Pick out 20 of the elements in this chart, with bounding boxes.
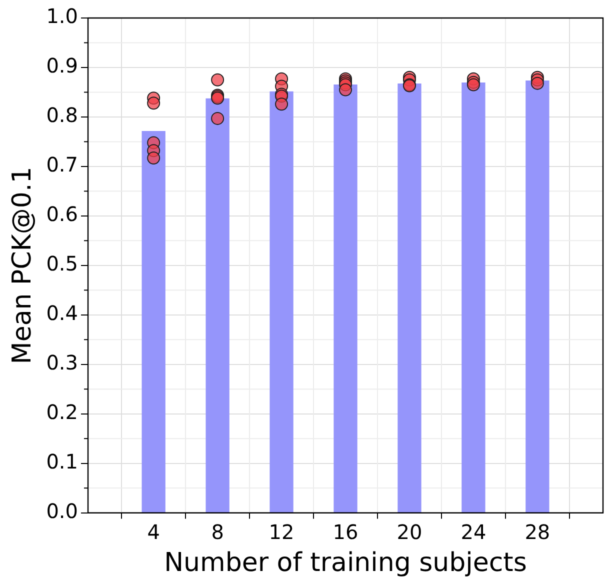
- x-tick-label: 24: [460, 520, 486, 544]
- y-tick-label: 0.6: [46, 202, 78, 226]
- x-tick-label: 16: [332, 520, 358, 544]
- y-axis-title: Mean PCK@0.1: [7, 166, 38, 364]
- x-tick-label: 20: [396, 520, 422, 544]
- x-tick-label: 8: [211, 520, 224, 544]
- y-tick-label: 0.0: [46, 499, 78, 524]
- y-tick-label: 0.2: [46, 400, 78, 424]
- y-tick-label: 0.9: [46, 54, 78, 78]
- y-tick-label: 1.0: [46, 4, 78, 28]
- x-tick-label: 4: [147, 520, 160, 544]
- y-tick-label: 0.1: [46, 450, 78, 474]
- y-tick-label: 0.4: [46, 301, 78, 326]
- y-tick-label: 0.7: [46, 152, 78, 177]
- x-tick-label: 28: [524, 520, 550, 544]
- x-tick-label: 12: [268, 520, 294, 544]
- y-tick-label: 0.8: [46, 103, 78, 128]
- y-tick-label: 0.3: [46, 350, 78, 375]
- x-axis-title: Number of training subjects: [164, 548, 527, 578]
- y-tick-label: 0.5: [46, 252, 78, 276]
